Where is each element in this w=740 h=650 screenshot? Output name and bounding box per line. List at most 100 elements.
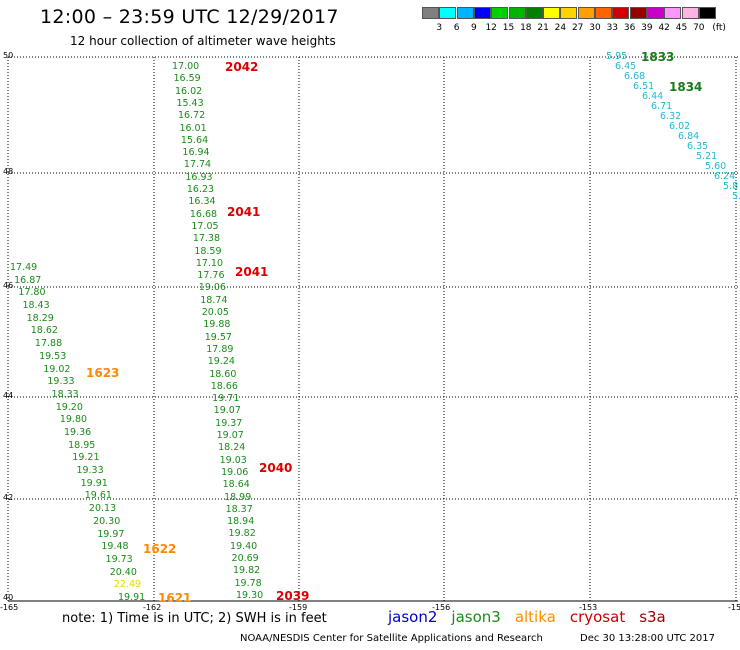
wave-height-value: 18.95 bbox=[68, 439, 96, 451]
wave-height-value: 18.43 bbox=[22, 300, 50, 312]
wave-height-value: 16.72 bbox=[177, 110, 206, 122]
wave-height-value: 19.57 bbox=[204, 331, 232, 343]
color-swatch bbox=[664, 7, 682, 19]
wave-height-value: 19.06 bbox=[198, 282, 226, 294]
wave-height-value: 17.80 bbox=[18, 287, 46, 299]
legend-satellite-jason3: jason3 bbox=[451, 608, 501, 626]
wave-height-value: 18.24 bbox=[218, 442, 246, 454]
legend-satellite-altika: altika bbox=[514, 608, 556, 626]
wave-height-value: 18.37 bbox=[225, 503, 253, 515]
wave-height-value: 19.78 bbox=[234, 577, 262, 589]
color-swatch bbox=[422, 7, 439, 19]
wave-height-value: 19.33 bbox=[47, 376, 75, 388]
wave-height-value: 5.8 bbox=[723, 181, 739, 192]
wave-height-value: 18.64 bbox=[222, 479, 250, 491]
wave-height-value: 17.74 bbox=[183, 159, 212, 171]
wave-height-value: 19.91 bbox=[118, 592, 146, 603]
wave-height-value: 19.48 bbox=[101, 541, 129, 553]
wave-height-value: 6.24 bbox=[714, 171, 736, 182]
wave-height-value: 20.69 bbox=[231, 553, 259, 565]
wave-height-value: 20.13 bbox=[88, 503, 117, 515]
wave-height-value: 16.68 bbox=[189, 208, 218, 220]
wave-height-value: 20.05 bbox=[201, 307, 229, 319]
longitude-label: -165 bbox=[0, 603, 19, 612]
wave-height-value: 16.34 bbox=[188, 196, 216, 208]
wave-height-value: 16.23 bbox=[186, 184, 215, 196]
pass-time-label: 1834 bbox=[669, 80, 703, 94]
wave-height-value: 19.82 bbox=[228, 528, 256, 540]
color-scale-label: 27 bbox=[571, 23, 584, 33]
wave-height-value: 18.62 bbox=[30, 325, 58, 337]
wave-height-value: 6.32 bbox=[660, 111, 682, 122]
wave-height-value: 6.51 bbox=[633, 81, 655, 92]
wave-height-value: 19.61 bbox=[84, 490, 112, 502]
longitude-label: -156 bbox=[432, 603, 451, 612]
color-swatch bbox=[681, 7, 699, 19]
color-scale-label: 18 bbox=[520, 23, 532, 33]
color-swatch bbox=[560, 7, 578, 19]
wave-height-value: 17.00 bbox=[172, 61, 200, 72]
wave-height-value: 19.30 bbox=[236, 590, 264, 601]
wave-height-value: 19.53 bbox=[39, 350, 67, 362]
wave-height-value: 18.74 bbox=[200, 294, 228, 306]
wave-height-value: 6.44 bbox=[642, 91, 664, 102]
latitude-label: 44 bbox=[3, 391, 14, 400]
wave-height-value: 5. bbox=[732, 191, 740, 202]
wave-height-value: 19.33 bbox=[76, 465, 104, 477]
wave-height-value: 19.80 bbox=[59, 414, 88, 426]
wave-height-value: 16.01 bbox=[179, 122, 207, 134]
wave-height-value: 6.71 bbox=[651, 101, 673, 112]
latitude-label: 40 bbox=[3, 593, 14, 602]
wave-height-value: 19.03 bbox=[219, 454, 247, 466]
latitude-label: 42 bbox=[3, 493, 14, 502]
color-swatch bbox=[595, 7, 612, 19]
longitude-label: -159 bbox=[289, 603, 308, 612]
pass-time-label: 2042 bbox=[225, 60, 259, 74]
wave-height-value: 19.06 bbox=[221, 466, 249, 478]
legend-satellite-s3a: s3a bbox=[639, 608, 666, 626]
wave-height-value: 20.30 bbox=[93, 515, 121, 527]
wave-height-value: 19.24 bbox=[207, 356, 235, 368]
latitude-label: 50 bbox=[3, 51, 14, 60]
color-scale-label: 6 bbox=[453, 23, 460, 33]
wave-height-value: 18.60 bbox=[209, 368, 237, 380]
wave-height-value: 19.02 bbox=[43, 363, 71, 375]
wave-height-value: 22.49 bbox=[113, 579, 142, 591]
color-swatch bbox=[577, 7, 595, 19]
wave-height-value: 5.95 bbox=[606, 51, 628, 62]
wave-height-value: 19.37 bbox=[215, 417, 243, 429]
wave-height-value: 18.33 bbox=[51, 388, 79, 400]
wave-height-value: 18.94 bbox=[227, 516, 255, 528]
wave-height-value: 19.73 bbox=[105, 553, 133, 565]
wave-height-value: 18.59 bbox=[194, 245, 222, 257]
wave-height-value: 19.07 bbox=[213, 405, 241, 417]
wave-height-value: 16.87 bbox=[14, 274, 42, 286]
footer-note: note: 1) Time is in UTC; 2) SWH is in fe… bbox=[62, 611, 327, 626]
color-scale-label: 9 bbox=[471, 23, 477, 33]
wave-height-value: 17.10 bbox=[195, 257, 224, 269]
color-scale-unit: (ft) bbox=[712, 23, 726, 33]
wave-height-value: 6.68 bbox=[624, 71, 646, 82]
color-swatch bbox=[525, 7, 543, 19]
color-swatch bbox=[612, 7, 630, 19]
color-swatch bbox=[456, 7, 474, 19]
wave-height-value: 17.49 bbox=[10, 262, 38, 273]
latitude-label: 46 bbox=[3, 281, 14, 290]
color-scale-label: 24 bbox=[554, 23, 567, 33]
wave-height-value: 16.94 bbox=[182, 147, 210, 159]
color-scale-label: 3 bbox=[436, 23, 443, 33]
wave-height-value: 6.35 bbox=[687, 141, 709, 152]
color-swatch bbox=[473, 7, 491, 19]
color-swatch bbox=[543, 7, 561, 19]
pass-time-label: 2041 bbox=[227, 205, 261, 219]
pass-time-label: 1623 bbox=[86, 366, 120, 380]
wave-height-value: 17.38 bbox=[192, 233, 221, 245]
pass-time-label: 1622 bbox=[143, 542, 177, 556]
latitude-label: 48 bbox=[3, 167, 14, 176]
footer-date: Dec 30 13:28:00 UTC 2017 bbox=[580, 633, 715, 644]
color-scale-label: 42 bbox=[658, 23, 670, 33]
wave-height-value: 19.20 bbox=[55, 401, 83, 413]
legend-satellite-cryosat: cryosat bbox=[569, 608, 626, 626]
page-subtitle: 12 hour collection of altimeter wave hei… bbox=[70, 34, 336, 48]
